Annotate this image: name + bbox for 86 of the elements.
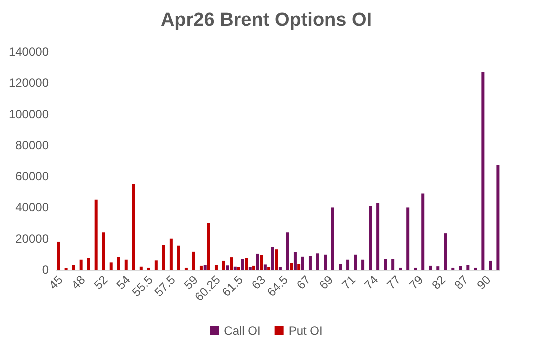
bar — [256, 254, 260, 270]
legend-label: Call OI — [224, 324, 261, 338]
bar — [260, 255, 264, 270]
legend-label: Put OI — [288, 324, 323, 338]
bar — [346, 260, 350, 270]
bar — [94, 200, 98, 270]
y-tick-label: 140000 — [8, 45, 50, 59]
x-tick-label: 59 — [182, 272, 202, 292]
bar — [369, 206, 372, 270]
x-tick-label: 87 — [452, 272, 472, 292]
x-tick-label: 74 — [362, 272, 382, 292]
bar — [252, 266, 256, 270]
bar — [308, 256, 312, 270]
bar — [376, 203, 380, 270]
y-tick-label: 60000 — [16, 170, 50, 184]
bar — [301, 256, 304, 270]
bar — [102, 232, 106, 270]
x-tick-label: 69 — [316, 272, 336, 292]
bar — [339, 264, 342, 270]
bar — [290, 262, 294, 270]
bar — [226, 266, 230, 270]
bar — [271, 247, 274, 270]
bar — [278, 267, 282, 270]
x-tick-label: 77 — [384, 272, 404, 292]
bar — [110, 262, 113, 270]
chart-title: Apr26 Brent Options OI — [160, 10, 372, 31]
x-tick-label: 82 — [429, 272, 449, 292]
bar — [230, 258, 233, 270]
bar — [489, 260, 492, 270]
bar — [207, 223, 210, 270]
bar — [268, 267, 271, 270]
bar — [214, 265, 218, 270]
bar — [275, 250, 278, 270]
bar — [177, 246, 180, 270]
x-tick-label: 48 — [68, 272, 88, 292]
bar — [294, 252, 297, 270]
bar — [332, 208, 335, 270]
bar — [459, 266, 462, 270]
bar — [406, 208, 410, 270]
bar — [392, 259, 395, 270]
bar — [57, 242, 60, 270]
x-tick-label: 71 — [339, 272, 359, 292]
bar — [466, 265, 470, 270]
y-tick-label: 20000 — [16, 232, 50, 246]
x-tick-label: 63 — [249, 272, 269, 292]
bar — [384, 259, 388, 270]
bar — [200, 266, 203, 270]
bar — [324, 254, 327, 270]
bar — [264, 264, 267, 270]
bar — [140, 266, 143, 270]
bar — [170, 238, 173, 270]
bar — [429, 266, 432, 270]
y-tick-label: 120000 — [8, 76, 50, 90]
bar — [362, 260, 365, 270]
bar — [154, 260, 158, 270]
bar — [354, 254, 358, 270]
bar — [286, 232, 290, 270]
bar — [248, 267, 252, 270]
bar — [316, 254, 320, 270]
bar — [241, 259, 244, 270]
x-tick-label: 52 — [91, 272, 111, 292]
bar — [162, 245, 166, 270]
y-tick-label: 80000 — [16, 138, 50, 152]
bar — [482, 72, 485, 270]
bar — [444, 234, 448, 270]
bar — [204, 265, 207, 270]
bar — [192, 252, 196, 270]
bar — [80, 260, 83, 270]
bar — [238, 267, 241, 270]
bar — [422, 194, 425, 270]
bar — [234, 266, 237, 270]
bar — [87, 258, 90, 270]
bar — [496, 165, 500, 270]
x-tick-label: 67 — [294, 272, 314, 292]
bar — [117, 257, 120, 270]
bar — [132, 184, 136, 270]
bar — [245, 258, 248, 270]
bar — [72, 265, 76, 270]
bar — [222, 260, 226, 270]
y-tick-label: 40000 — [16, 200, 50, 215]
x-tick-label: 79 — [406, 272, 426, 292]
bar — [436, 266, 440, 270]
bar — [124, 260, 128, 270]
bar — [298, 264, 301, 270]
y-tick-label: 100000 — [8, 107, 50, 122]
x-tick-label: 90 — [474, 272, 494, 292]
